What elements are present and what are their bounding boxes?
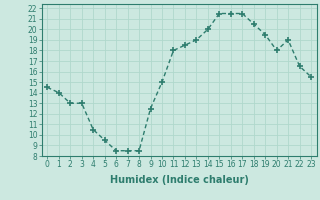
X-axis label: Humidex (Indice chaleur): Humidex (Indice chaleur) [110,175,249,185]
